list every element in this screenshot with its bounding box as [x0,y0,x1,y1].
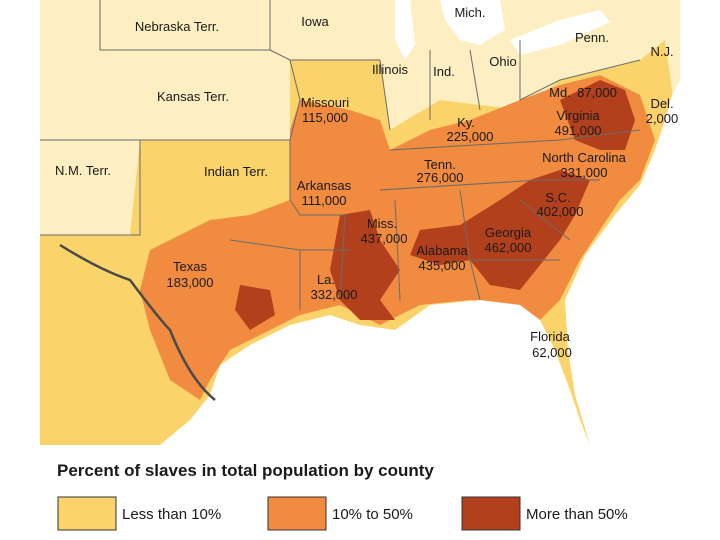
gulf-of-mexico [40,300,590,445]
label: N.M. Terr. [55,163,111,178]
state-labels: Missouri 115,000 Md. 87,000 Del. 2,000 K… [167,85,679,360]
state-name: Tenn. [424,157,456,172]
map-margin [40,445,680,455]
legend-label: More than 50% [526,506,628,523]
label: Iowa [301,14,329,29]
state-name: Md. [549,85,571,100]
state-name: Del. [650,96,673,111]
state-name: Florida [530,329,571,344]
legend-title: Percent of slaves in total population by… [57,461,434,480]
territory-labels: Nebraska Terr. Iowa Mich. Penn. N.J. Ill… [55,5,674,179]
map [40,0,680,455]
state-name: Alabama [416,243,468,258]
region-high [235,285,275,330]
state-count: 332,000 [311,287,358,302]
state-name: Arkansas [297,178,352,193]
region-high [410,170,590,290]
state-count: 276,000 [417,170,464,185]
label: Nebraska Terr. [135,19,219,34]
region-high [330,210,400,320]
label: Penn. [575,30,609,45]
state-count: 462,000 [485,240,532,255]
state-count: 183,000 [167,275,214,290]
state-name: Georgia [485,225,532,240]
atlantic-ocean [565,80,680,445]
label: Indian Terr. [204,164,268,179]
state-count: 62,000 [532,345,572,360]
label: Mich. [454,5,485,20]
state-name: Texas [173,259,207,274]
state-name: Miss. [367,216,397,231]
great-lakes [440,0,505,45]
legend-swatch [267,496,327,531]
state-name: La. [317,272,335,287]
state-border [40,0,641,310]
label: Ohio [489,54,516,69]
state-count: 225,000 [447,129,494,144]
state-count: 87,000 [577,85,617,100]
great-lakes [510,10,610,55]
state-name: Missouri [301,95,350,110]
rio-grande [59,243,216,401]
great-lakes [395,0,415,60]
state-count: 402,000 [537,204,584,219]
label: Illinois [372,62,409,77]
state-name: Virginia [556,108,600,123]
legend: Percent of slaves in total population by… [57,461,628,531]
label: N.J. [650,44,673,59]
label: Ind. [433,64,455,79]
state-name: Ky. [457,115,475,130]
state-count: 437,000 [361,231,408,246]
state-count: 491,000 [555,123,602,138]
legend-label: Less than 10% [122,506,221,523]
label: Kansas Terr. [157,89,229,104]
state-count: 2,000 [646,111,679,126]
state-name: S.C. [545,190,570,205]
state-count: 435,000 [419,258,466,273]
legend-swatch [461,496,521,531]
legend-swatch [57,496,117,531]
state-count: 111,000 [301,193,346,208]
state-count: 331,000 [561,165,608,180]
state-count: 115,000 [302,110,348,125]
state-name: North Carolina [542,150,627,165]
legend-label: 10% to 50% [332,506,413,523]
